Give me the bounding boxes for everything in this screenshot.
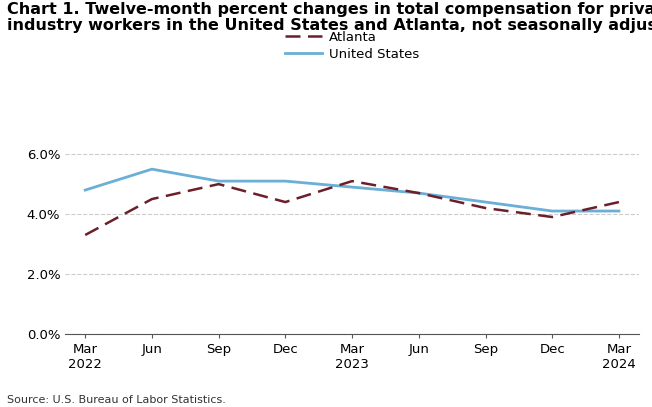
Text: Chart 1. Twelve-month percent changes in total compensation for private: Chart 1. Twelve-month percent changes in… [7, 2, 652, 17]
Text: Source: U.S. Bureau of Labor Statistics.: Source: U.S. Bureau of Labor Statistics. [7, 395, 226, 405]
Text: industry workers in the United States and Atlanta, not seasonally adjusted: industry workers in the United States an… [7, 18, 652, 33]
Legend: Atlanta, United States: Atlanta, United States [285, 31, 419, 61]
